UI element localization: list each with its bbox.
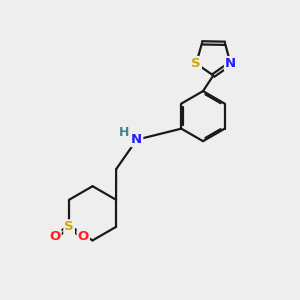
Text: O: O — [50, 230, 61, 243]
Text: N: N — [131, 133, 142, 146]
Text: N: N — [225, 57, 236, 70]
Text: H: H — [119, 126, 130, 139]
Text: S: S — [191, 57, 201, 70]
Text: O: O — [78, 230, 89, 243]
Text: S: S — [64, 220, 74, 233]
